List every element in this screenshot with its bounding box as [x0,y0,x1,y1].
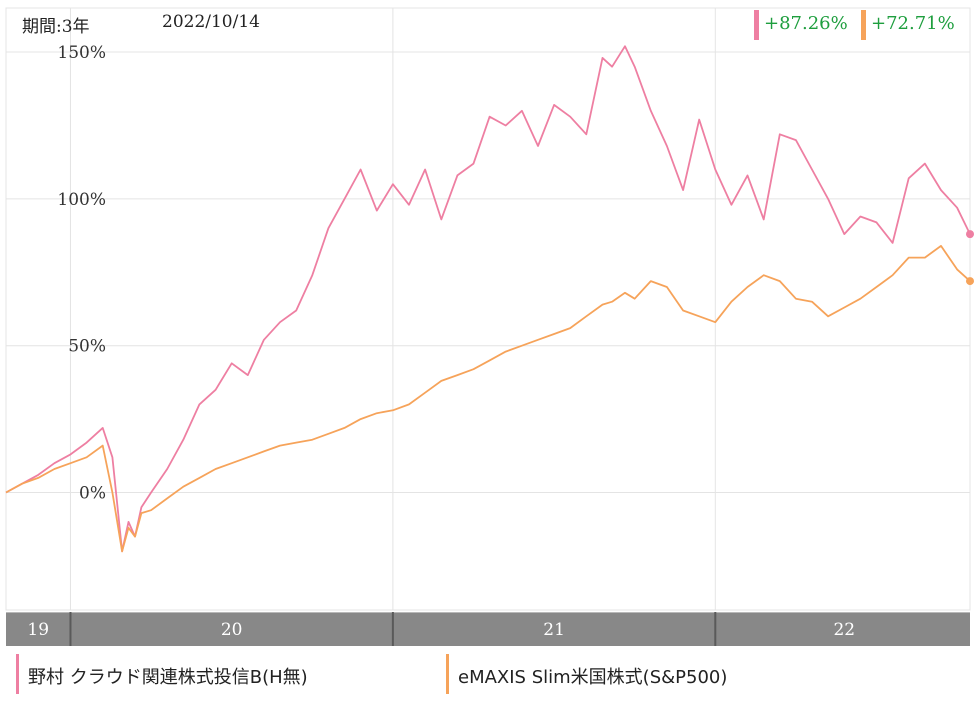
series-endpoint-0 [966,230,974,239]
time-bar-bg [6,612,970,646]
return-value-nomura: +87.26% [764,13,848,34]
legend-color-bar-nomura [16,654,19,694]
series-points [966,230,974,286]
return-color-swatch-nomura [754,10,759,40]
return-badge-nomura: +87.26% [754,10,850,40]
period-label: 期間:3年 [22,17,90,37]
chart-gridlines [5,7,971,611]
legend-item-nomura[interactable]: 野村 クラウド関連株式投信B(H無) [16,654,416,694]
y-tick-label: 100% [57,190,106,210]
return-color-swatch-emaxis [861,10,866,40]
time-bar-separator [714,612,717,646]
time-bar-separator [69,612,72,646]
series-endpoint-1 [966,277,974,286]
time-bar-separator [391,612,394,646]
year-label: 20 [221,620,243,640]
plot-area [5,7,971,611]
legend-color-bar-emaxis [446,654,449,694]
y-tick-label: 150% [57,43,106,63]
year-label: 21 [543,620,565,640]
return-value-emaxis: +72.71% [871,13,955,34]
legend-label-emaxis: eMAXIS Slim米国株式(S&P500) [458,667,728,688]
time-axis-bar[interactable]: 19 20 21 22 [6,612,970,646]
series-line-0 [5,45,971,553]
series-line-1 [5,245,971,553]
year-label: 22 [833,620,855,640]
legend-item-emaxis[interactable]: eMAXIS Slim米国株式(S&P500) [446,654,946,694]
series-lines [5,45,971,553]
y-tick-label: 0% [79,484,106,504]
year-label: 19 [27,620,49,640]
return-badge-emaxis: +72.71% [861,10,966,40]
legend-label-nomura: 野村 クラウド関連株式投信B(H無) [28,667,308,688]
y-axis-tick-labels: 0% 50% 100% 150% [57,43,106,503]
date-label: 2022/10/14 [162,12,260,32]
time-bar-top-highlight [6,612,970,613]
y-tick-label: 50% [68,337,106,357]
